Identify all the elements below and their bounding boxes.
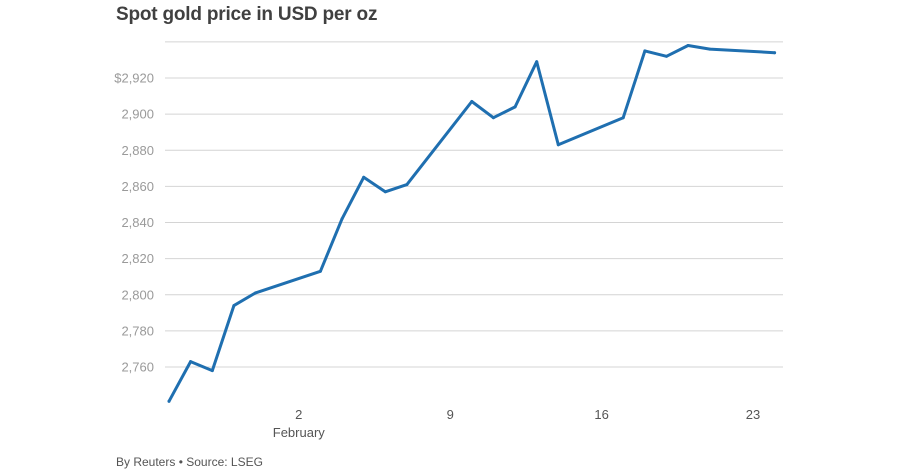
data-point [708, 47, 712, 51]
y-tick-label: 2,800 [121, 287, 154, 302]
chart-title: Spot gold price in USD per oz [116, 4, 378, 25]
x-tick-label: 2 [295, 407, 302, 422]
data-point [383, 190, 387, 194]
gridlines [165, 41, 783, 368]
data-point [340, 217, 344, 221]
data-point [405, 183, 409, 187]
data-point [535, 60, 539, 64]
y-tick-label: 2,820 [121, 251, 154, 266]
x-tick-sublabel: February [273, 425, 326, 440]
data-point [686, 44, 690, 47]
data-point [318, 269, 322, 273]
data-point [665, 54, 668, 58]
data-point [232, 304, 236, 308]
y-tick-label: 2,860 [121, 179, 154, 194]
x-tick-label: 9 [447, 407, 454, 422]
data-point [491, 116, 495, 120]
data-point [621, 116, 625, 120]
y-tick-label: 2,760 [121, 360, 154, 375]
price-series-line [167, 44, 777, 403]
y-tick-label: 2,880 [121, 143, 154, 158]
data-point [254, 291, 257, 295]
y-tick-label: 2,900 [121, 107, 154, 122]
y-tick-label: $2,920 [114, 71, 154, 86]
y-tick-label: 2,780 [121, 323, 154, 338]
data-point [167, 399, 171, 403]
data-point [513, 105, 517, 109]
x-axis-ticks: 2 February 9 16 23 [273, 407, 760, 440]
y-tick-label: 2,840 [121, 215, 154, 230]
source-credit: By Reuters • Source: LSEG [116, 455, 263, 469]
data-point [470, 100, 474, 103]
x-tick-label: 16 [594, 407, 608, 422]
data-point [643, 49, 647, 53]
series-layer [167, 44, 777, 403]
data-point [189, 360, 193, 364]
data-point [362, 175, 366, 179]
data-point [773, 51, 777, 55]
x-tick-label: 23 [746, 407, 760, 422]
data-point [210, 369, 214, 373]
data-point [556, 143, 560, 147]
y-axis-ticks: 2,760 2,780 2,800 2,820 2,840 2,860 2,880 2,900… [114, 71, 154, 375]
